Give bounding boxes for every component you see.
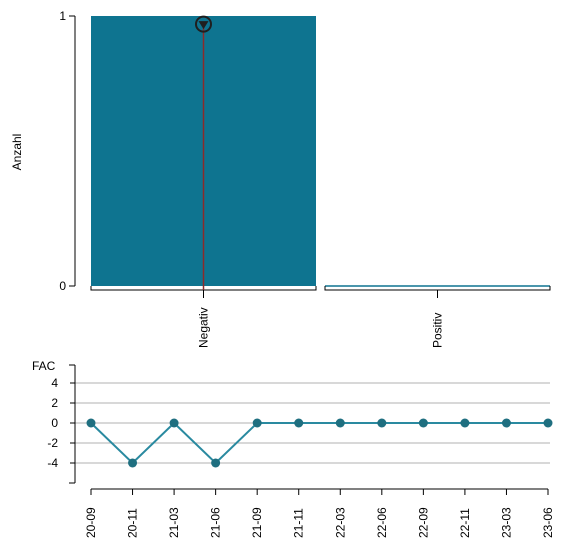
- line-chart-x-tick-label: 23-06: [541, 507, 555, 538]
- line-chart-x-tick-label: 22-03: [333, 507, 347, 538]
- line-chart-y-tick-label: -4: [47, 456, 58, 470]
- data-point: [128, 458, 138, 468]
- data-point: [211, 458, 221, 468]
- bar-chart-y-tick-label: 0: [59, 279, 66, 293]
- marker-circle: [195, 15, 212, 33]
- data-point: [418, 418, 428, 428]
- line-chart-y-tick-label: -2: [47, 436, 58, 450]
- data-point: [460, 418, 470, 428]
- line-chart-x-tick-label: 20-09: [84, 507, 98, 538]
- category-label: Negativ: [197, 307, 211, 348]
- line-chart-y-tick-label: 4: [51, 376, 58, 390]
- line-chart-x-tick-label: 22-09: [416, 507, 430, 538]
- data-point: [543, 418, 553, 428]
- bar-chart: Anzahl 0 1 Negativ Positiv: [10, 9, 551, 348]
- line-chart-x-tick-label: 21-06: [209, 507, 223, 538]
- series-line: [90, 421, 548, 465]
- line-chart-y-tick-label: 2: [51, 396, 58, 410]
- line-chart-x-tick-label: 22-06: [375, 507, 389, 538]
- line-chart: FAC 4 2 0 -2 -4 20-09 20-11 21-03 21-06 21-09 21-1…: [32, 359, 555, 538]
- data-point: [377, 418, 387, 428]
- line-chart-y-axis-label: FAC: [32, 359, 56, 373]
- category-label: Positiv: [431, 313, 445, 348]
- data-point: [501, 418, 511, 428]
- bar-chart-y-axis-label: Anzahl: [10, 134, 24, 171]
- line-chart-x-tick-label: 20-11: [126, 508, 140, 538]
- data-point: [169, 418, 179, 428]
- line-chart-x-tick-label: 21-03: [167, 507, 181, 538]
- line-chart-x-tick-label: 23-03: [499, 507, 513, 538]
- bar-chart-y-tick-label: 1: [59, 9, 66, 23]
- data-point: [294, 418, 304, 428]
- line-chart-x-tick-label: 22-11: [458, 508, 472, 538]
- data-point: [86, 418, 96, 428]
- line-chart-x-tick-label: 21-09: [250, 507, 264, 538]
- data-point: [335, 418, 345, 428]
- line-chart-x-tick-label: 21-11: [292, 508, 306, 538]
- line-chart-y-tick-label: 0: [51, 416, 58, 430]
- data-point: [252, 418, 262, 428]
- marker-triangle: [198, 21, 209, 30]
